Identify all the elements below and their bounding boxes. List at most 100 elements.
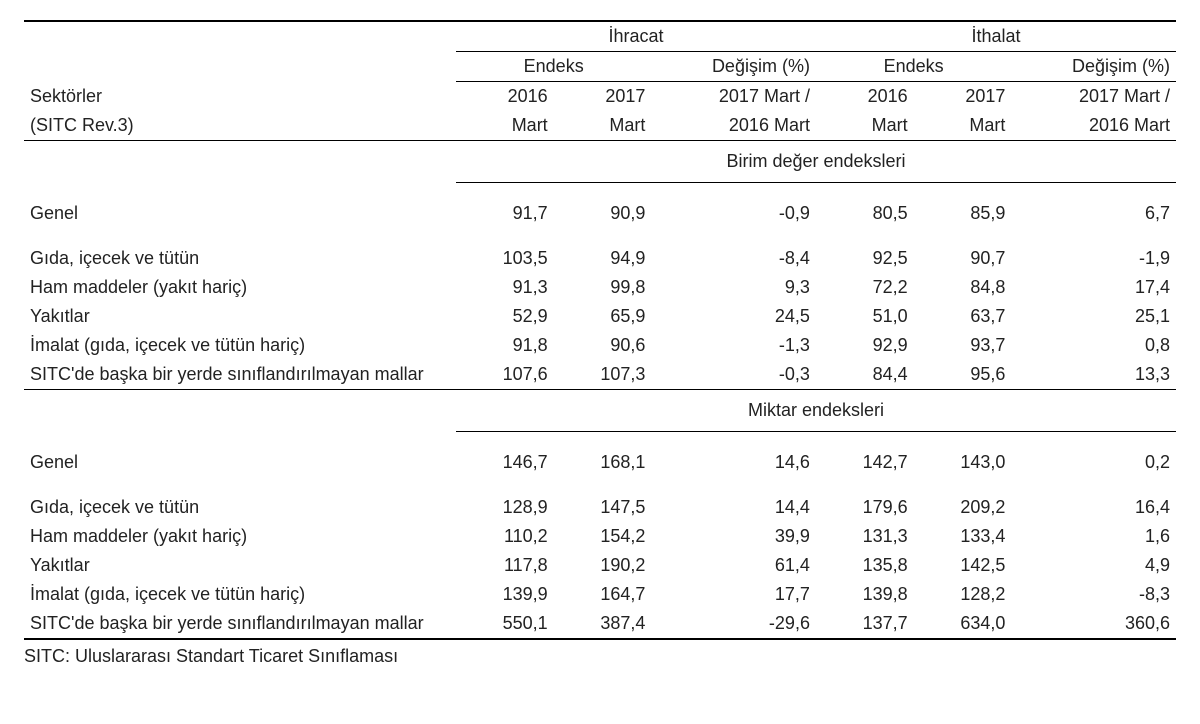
- cell-value: 16,4: [1011, 493, 1176, 522]
- cell-value: 103,5: [456, 244, 554, 273]
- cell-value: 0,8: [1011, 331, 1176, 360]
- header-month: Mart: [914, 111, 1012, 141]
- cell-value: 128,9: [456, 493, 554, 522]
- cell-value: 128,2: [914, 580, 1012, 609]
- cell-value: -29,6: [651, 609, 816, 639]
- row-label: Yakıtlar: [24, 302, 456, 331]
- cell-value: 164,7: [554, 580, 652, 609]
- cell-value: 51,0: [816, 302, 914, 331]
- cell-value: 387,4: [554, 609, 652, 639]
- cell-value: 85,9: [914, 199, 1012, 228]
- section-unit-value-title: Birim değer endeksleri: [456, 141, 1176, 183]
- cell-value: 24,5: [651, 302, 816, 331]
- cell-value: 91,7: [456, 199, 554, 228]
- cell-value: 634,0: [914, 609, 1012, 639]
- cell-value: 209,2: [914, 493, 1012, 522]
- cell-value: 143,0: [914, 448, 1012, 477]
- cell-value: 95,6: [914, 360, 1012, 390]
- header-year-2016: 2016: [816, 82, 914, 112]
- table-row: Gıda, içecek ve tütün 103,5 94,9 -8,4 92…: [24, 244, 1176, 273]
- cell-value: 154,2: [554, 522, 652, 551]
- row-label: İmalat (gıda, içecek ve tütün hariç): [24, 331, 456, 360]
- cell-value: 84,4: [816, 360, 914, 390]
- header-export-index: Endeks: [456, 52, 651, 82]
- cell-value: 1,6: [1011, 522, 1176, 551]
- row-label: İmalat (gıda, içecek ve tütün hariç): [24, 580, 456, 609]
- cell-value: 0,2: [1011, 448, 1176, 477]
- table-row: Gıda, içecek ve tütün 128,9 147,5 14,4 1…: [24, 493, 1176, 522]
- table-row: Ham maddeler (yakıt hariç) 91,3 99,8 9,3…: [24, 273, 1176, 302]
- header-year-2017: 2017: [554, 82, 652, 112]
- header-import: İthalat: [816, 21, 1176, 52]
- row-label: Yakıtlar: [24, 551, 456, 580]
- table-row: SITC'de başka bir yerde sınıflandırılmay…: [24, 609, 1176, 639]
- header-month: Mart: [554, 111, 652, 141]
- row-label: Genel: [24, 448, 456, 477]
- cell-value: 13,3: [1011, 360, 1176, 390]
- row-label: Ham maddeler (yakıt hariç): [24, 273, 456, 302]
- cell-value: 190,2: [554, 551, 652, 580]
- cell-value: 17,7: [651, 580, 816, 609]
- cell-value: 65,9: [554, 302, 652, 331]
- cell-value: 90,9: [554, 199, 652, 228]
- cell-value: 168,1: [554, 448, 652, 477]
- header-change-line2: 2016 Mart: [651, 111, 816, 141]
- header-month: Mart: [816, 111, 914, 141]
- cell-value: 61,4: [651, 551, 816, 580]
- header-change-line1: 2017 Mart /: [1011, 82, 1176, 112]
- header-month: Mart: [456, 111, 554, 141]
- cell-value: 360,6: [1011, 609, 1176, 639]
- cell-value: 142,7: [816, 448, 914, 477]
- header-import-index: Endeks: [816, 52, 1011, 82]
- cell-value: 110,2: [456, 522, 554, 551]
- table-row: İmalat (gıda, içecek ve tütün hariç) 139…: [24, 580, 1176, 609]
- cell-value: -0,9: [651, 199, 816, 228]
- table-row: Ham maddeler (yakıt hariç) 110,2 154,2 3…: [24, 522, 1176, 551]
- header-sectors-line2: (SITC Rev.3): [24, 111, 456, 141]
- cell-value: 90,7: [914, 244, 1012, 273]
- cell-value: 84,8: [914, 273, 1012, 302]
- table-row: SITC'de başka bir yerde sınıflandırılmay…: [24, 360, 1176, 390]
- header-change-line1: 2017 Mart /: [651, 82, 816, 112]
- cell-value: 94,9: [554, 244, 652, 273]
- header-sectors-line1: Sektörler: [24, 82, 456, 112]
- cell-value: 39,9: [651, 522, 816, 551]
- cell-value: 99,8: [554, 273, 652, 302]
- header-year-2017: 2017: [914, 82, 1012, 112]
- row-label: SITC'de başka bir yerde sınıflandırılmay…: [24, 609, 456, 639]
- cell-value: 80,5: [816, 199, 914, 228]
- cell-value: 90,6: [554, 331, 652, 360]
- cell-value: 135,8: [816, 551, 914, 580]
- cell-value: 91,8: [456, 331, 554, 360]
- cell-value: 146,7: [456, 448, 554, 477]
- row-label: Genel: [24, 199, 456, 228]
- header-export: İhracat: [456, 21, 816, 52]
- cell-value: 63,7: [914, 302, 1012, 331]
- row-label: Gıda, içecek ve tütün: [24, 493, 456, 522]
- cell-value: -8,4: [651, 244, 816, 273]
- cell-value: -0,3: [651, 360, 816, 390]
- cell-value: -1,9: [1011, 244, 1176, 273]
- table-row: İmalat (gıda, içecek ve tütün hariç) 91,…: [24, 331, 1176, 360]
- cell-value: 147,5: [554, 493, 652, 522]
- cell-value: 137,7: [816, 609, 914, 639]
- cell-value: -1,3: [651, 331, 816, 360]
- row-label: Ham maddeler (yakıt hariç): [24, 522, 456, 551]
- header-year-2016: 2016: [456, 82, 554, 112]
- table-row-general: Genel 91,7 90,9 -0,9 80,5 85,9 6,7: [24, 199, 1176, 228]
- cell-value: 17,4: [1011, 273, 1176, 302]
- cell-value: 139,9: [456, 580, 554, 609]
- header-change-line2: 2016 Mart: [1011, 111, 1176, 141]
- cell-value: 6,7: [1011, 199, 1176, 228]
- cell-value: 72,2: [816, 273, 914, 302]
- cell-value: 179,6: [816, 493, 914, 522]
- cell-value: 133,4: [914, 522, 1012, 551]
- cell-value: 107,6: [456, 360, 554, 390]
- table-row: Yakıtlar 117,8 190,2 61,4 135,8 142,5 4,…: [24, 551, 1176, 580]
- header-export-change: Değişim (%): [651, 52, 816, 82]
- section-quantity-title: Miktar endeksleri: [456, 390, 1176, 432]
- cell-value: -8,3: [1011, 580, 1176, 609]
- cell-value: 92,5: [816, 244, 914, 273]
- cell-value: 93,7: [914, 331, 1012, 360]
- cell-value: 142,5: [914, 551, 1012, 580]
